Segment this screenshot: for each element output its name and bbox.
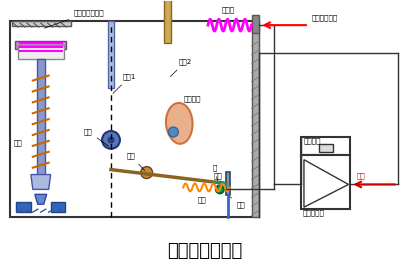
Text: 气源: 气源 (356, 173, 365, 179)
Text: 喷嘴: 喷嘴 (214, 173, 223, 179)
Text: 恒节流孔: 恒节流孔 (304, 138, 321, 144)
Text: 压力信号输入: 压力信号输入 (312, 14, 338, 21)
Circle shape (169, 127, 178, 137)
Text: 杠杆1: 杠杆1 (113, 74, 136, 94)
Text: 摆杆: 摆杆 (127, 153, 145, 171)
Text: 波纹管: 波纹管 (221, 6, 234, 13)
Bar (252, 15, 259, 33)
Polygon shape (35, 194, 47, 204)
Bar (252, 21, 259, 217)
Text: 滚轮: 滚轮 (83, 128, 109, 146)
Polygon shape (166, 103, 193, 144)
Bar (301, 137, 351, 155)
Circle shape (141, 167, 152, 179)
Bar (319, 144, 332, 152)
Bar (37, 59, 45, 175)
Circle shape (108, 137, 114, 143)
Circle shape (102, 131, 120, 149)
Bar (12, 21, 72, 26)
Text: 气动放大器: 气动放大器 (303, 209, 325, 216)
Text: 挡板: 挡板 (230, 197, 245, 208)
Circle shape (216, 186, 224, 193)
Text: 平板: 平板 (14, 140, 23, 147)
Bar (226, 171, 230, 195)
Text: 杠杆2: 杠杆2 (171, 59, 192, 77)
Bar (16, 202, 31, 212)
Bar (301, 155, 351, 209)
Text: 弹簧: 弹簧 (198, 196, 207, 203)
Text: 气动阀门定位器: 气动阀门定位器 (167, 242, 242, 260)
Bar (108, 21, 114, 89)
Polygon shape (31, 175, 51, 189)
Polygon shape (304, 160, 349, 207)
FancyBboxPatch shape (10, 21, 259, 217)
Bar (18, 45, 64, 59)
Bar (164, 0, 171, 43)
Bar (51, 202, 65, 212)
Text: 偏心凸轮: 偏心凸轮 (183, 95, 201, 102)
Bar (15, 41, 67, 49)
Text: 轴: 轴 (213, 165, 217, 181)
Text: 气动薄膜调节阀: 气动薄膜调节阀 (44, 9, 104, 28)
